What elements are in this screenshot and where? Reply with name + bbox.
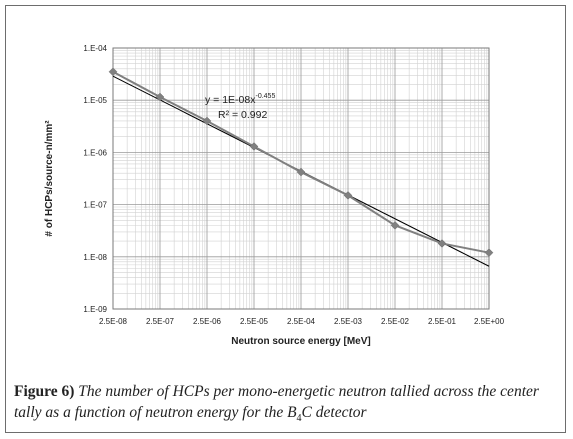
chart: 1.E-09 1.E-08 1.E-07 1.E-06 1.E-05 1.E-04 2.5… [44, 44, 505, 347]
x-tick-label: 2.5E-01 [428, 317, 457, 326]
trendline-r-squared: R² = 0.992 [218, 109, 267, 121]
x-tick-label: 2.5E-06 [193, 317, 222, 326]
data-point [343, 191, 353, 200]
caption-text: The number of HCPs per mono-energetic ne… [14, 383, 539, 421]
figure-caption: Figure 6) The number of HCPs per mono-en… [14, 381, 562, 429]
y-tick-label: 1.E-08 [83, 253, 107, 262]
series-points [108, 67, 494, 258]
trendline-equation-text: y = 1E-08x [205, 94, 256, 106]
x-tick-label: 2.5E-08 [99, 317, 128, 326]
x-tick-label: 2.5E-05 [240, 317, 269, 326]
y-tick-label: 1.E-06 [83, 148, 107, 157]
data-point [437, 239, 447, 248]
caption-label: Figure 6) [14, 383, 75, 400]
trendline-equation: y = 1E-08x-0.455 [205, 93, 275, 106]
y-tick-label: 1.E-09 [83, 305, 107, 314]
data-point [390, 221, 400, 230]
y-tick-label: 1.E-07 [83, 201, 107, 210]
data-point [108, 67, 118, 77]
data-point [296, 167, 306, 177]
x-tick-label: 2.5E+00 [474, 317, 505, 326]
data-point [155, 92, 165, 102]
caption-text-end: C detector [301, 404, 367, 421]
y-tick-label: 1.E-05 [83, 96, 107, 105]
x-tick-label: 2.5E-04 [287, 317, 316, 326]
data-point [249, 142, 259, 151]
plot-border [112, 47, 490, 310]
data-point [484, 248, 494, 258]
x-tick-label: 2.5E-07 [146, 317, 175, 326]
caption-subscript: 4 [296, 413, 302, 425]
data-point [202, 116, 212, 126]
x-tick-label: 2.5E-03 [334, 317, 363, 326]
y-axis-label: # of HCPs/source-n/mm² [44, 120, 55, 237]
y-tick-labels: 1.E-09 1.E-08 1.E-07 1.E-06 1.E-05 1.E-04 [83, 44, 107, 314]
x-axis-label: Neutron source energy [MeV] [231, 336, 370, 347]
trendline-exponent: -0.455 [256, 93, 276, 100]
y-tick-label: 1.E-04 [83, 44, 107, 53]
x-tick-label: 2.5E-02 [381, 317, 410, 326]
x-tick-labels: 2.5E-08 2.5E-07 2.5E-06 2.5E-05 2.5E-04 2.5E-… [99, 317, 505, 326]
